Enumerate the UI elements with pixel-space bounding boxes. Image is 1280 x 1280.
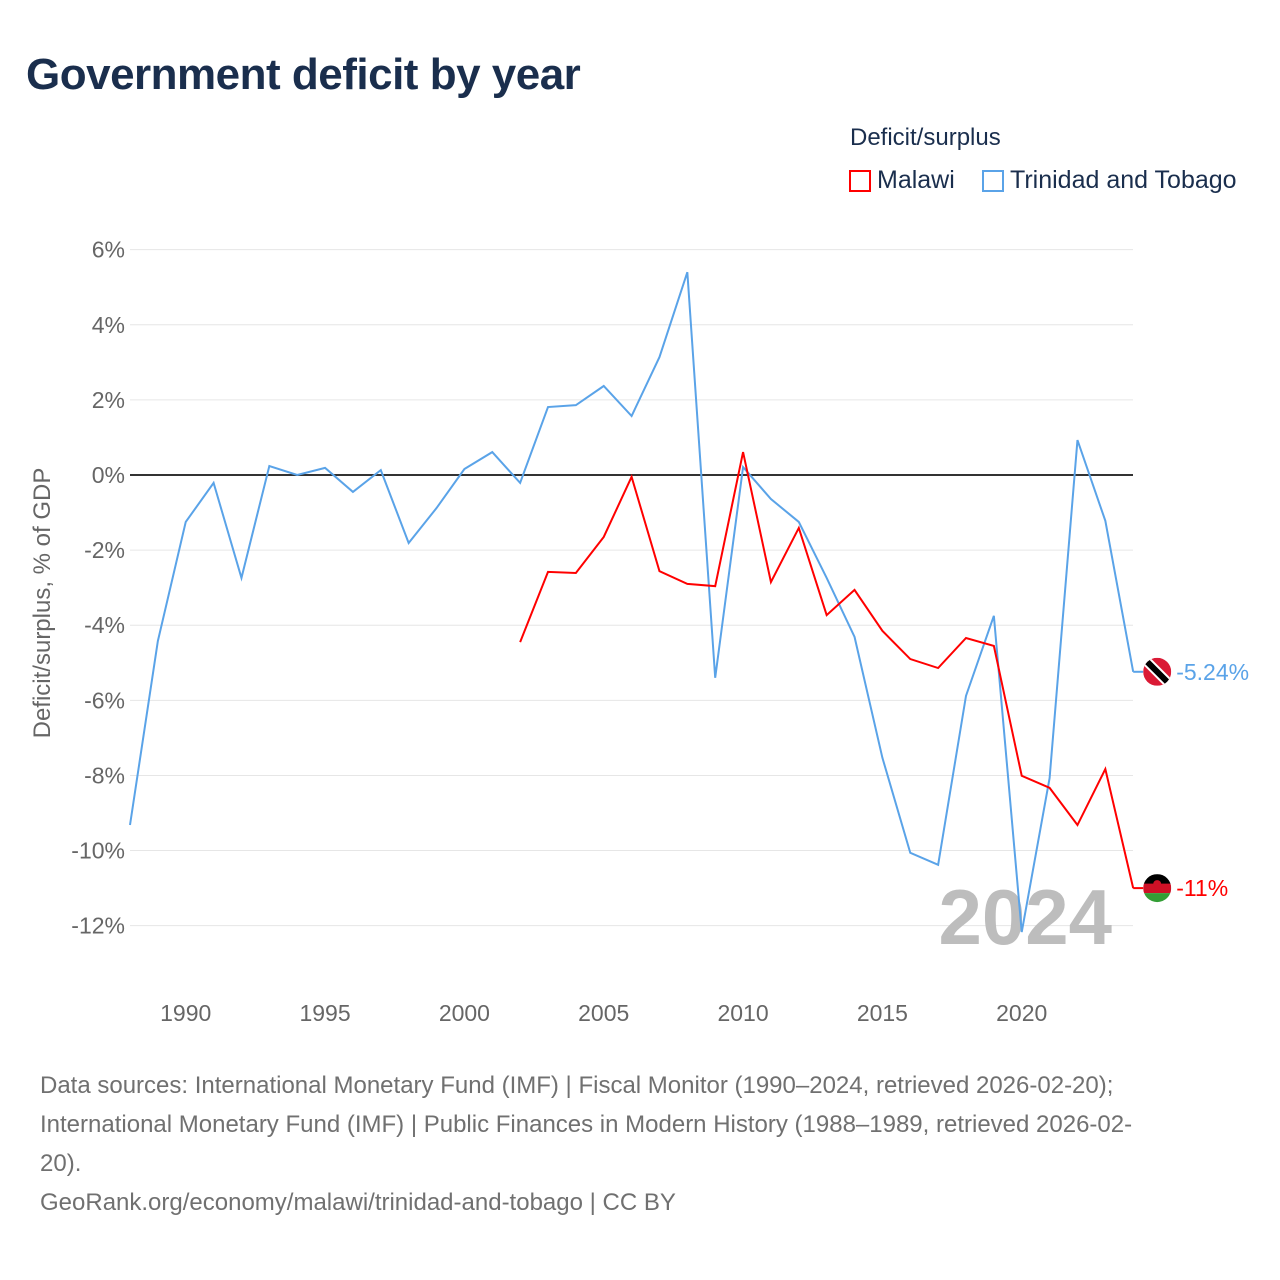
legend-title: Deficit/surplus [850,124,1001,151]
y-tick-label: 2% [92,387,125,413]
flag-black-band [1143,657,1172,686]
x-tick-label: 1990 [160,1000,211,1026]
legend-item-trinidad[interactable]: Trinidad and Tobago [982,166,1237,195]
y-tick-label: 4% [92,312,125,338]
flag-body [1143,874,1172,903]
x-tick-label: 2020 [996,1000,1047,1026]
y-tick-label: -2% [84,537,125,563]
legend-label: Trinidad and Tobago [1010,166,1237,194]
legend-swatch-trinidad [982,169,1004,192]
flag-sun [1153,880,1162,889]
y-tick-label: 6% [92,237,125,263]
flag-body [1143,657,1172,686]
x-tick-label: 2005 [578,1000,629,1026]
y-tick-label: 0% [92,462,125,488]
series-line-malawi [519,451,1135,889]
x-tick-label: 2015 [857,1000,908,1026]
source-line-2: International Monetary Fund (IMF) | Publ… [40,1111,1133,1138]
y-tick-label: -12% [71,913,125,939]
malawi-flag-icon [1143,874,1172,903]
flag-stripe-green [1143,893,1172,903]
flag-stripe-red [1143,883,1172,894]
x-tick-label: 2010 [717,1000,768,1026]
chart-title: Government deficit by year [26,50,581,99]
legend-item-malawi[interactable]: Malawi [849,166,955,195]
source-line-4[interactable]: GeoRank.org/economy/malawi/trinidad-and-… [40,1189,676,1216]
end-value-label: -11% [1176,875,1228,901]
end-value-label: -5.24% [1176,659,1249,685]
source-line-1: Data sources: International Monetary Fun… [40,1072,1114,1099]
legend-swatch-malawi [849,169,871,192]
y-tick-label: -4% [84,612,125,638]
trinidad-flag-icon [1143,657,1172,686]
flag-stripe-black [1143,874,1172,885]
line-chart: 6% 4% 2% 0% -2% -4% -6% -8% -10% -12% 1990 1995 2000… [29,237,1249,1026]
y-tick-label: -10% [71,838,125,864]
x-tick-label: 2000 [439,1000,490,1026]
x-tick-label: 1995 [299,1000,350,1026]
y-tick-label: -8% [84,762,125,788]
y-axis-label: Deficit/surplus, % of GDP [29,468,56,739]
series-line-trinidad-and-tobago [129,271,1135,933]
y-tick-label: -6% [84,687,125,713]
source-line-3: 20). [40,1150,82,1177]
legend-label: Malawi [877,166,955,194]
